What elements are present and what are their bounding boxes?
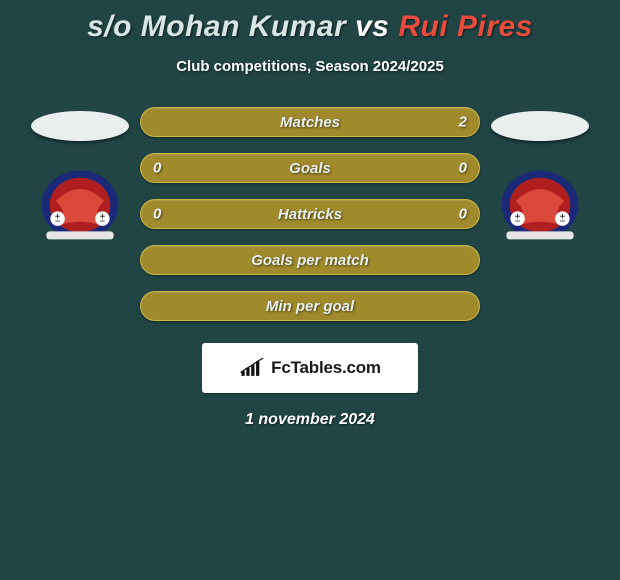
branding-text: FcTables.com <box>271 358 381 378</box>
as-of-date: 1 november 2024 <box>0 411 620 429</box>
stat-label: Matches <box>280 114 340 131</box>
stat-row-matches: Matches 2 <box>140 107 480 137</box>
stat-bars: Matches 2 0 Goals 0 0 Hattricks 0 Goals … <box>140 107 480 321</box>
right-player-column <box>480 107 600 321</box>
stat-value-right: 2 <box>459 114 467 131</box>
stat-value-right: 0 <box>459 160 467 177</box>
stat-label: Hattricks <box>278 206 342 223</box>
title-player1: s/o Mohan Kumar <box>87 10 346 43</box>
subtitle: Club competitions, Season 2024/2025 <box>0 58 620 75</box>
stat-row-min-per-goal: Min per goal <box>140 291 480 321</box>
player1-photo-placeholder <box>31 111 129 141</box>
stat-value-right: 0 <box>459 206 467 223</box>
stat-value-left: 0 <box>153 160 161 177</box>
stat-label: Min per goal <box>266 298 354 315</box>
page-title: s/o Mohan Kumar vs Rui Pires <box>0 0 620 44</box>
stat-row-hattricks: 0 Hattricks 0 <box>140 199 480 229</box>
title-vs: vs <box>355 10 389 43</box>
branding-box: FcTables.com <box>202 343 418 393</box>
stat-label: Goals per match <box>251 252 369 269</box>
player2-club-badge <box>500 169 580 241</box>
player2-photo-placeholder <box>491 111 589 141</box>
fctables-logo-icon <box>239 358 265 378</box>
stat-row-goals-per-match: Goals per match <box>140 245 480 275</box>
stat-label: Goals <box>289 160 331 177</box>
stat-row-goals: 0 Goals 0 <box>140 153 480 183</box>
left-player-column <box>20 107 140 321</box>
player1-club-badge <box>40 169 120 241</box>
title-player2: Rui Pires <box>398 10 533 43</box>
comparison-main: Matches 2 0 Goals 0 0 Hattricks 0 Goals … <box>0 107 620 321</box>
stat-value-left: 0 <box>153 206 161 223</box>
